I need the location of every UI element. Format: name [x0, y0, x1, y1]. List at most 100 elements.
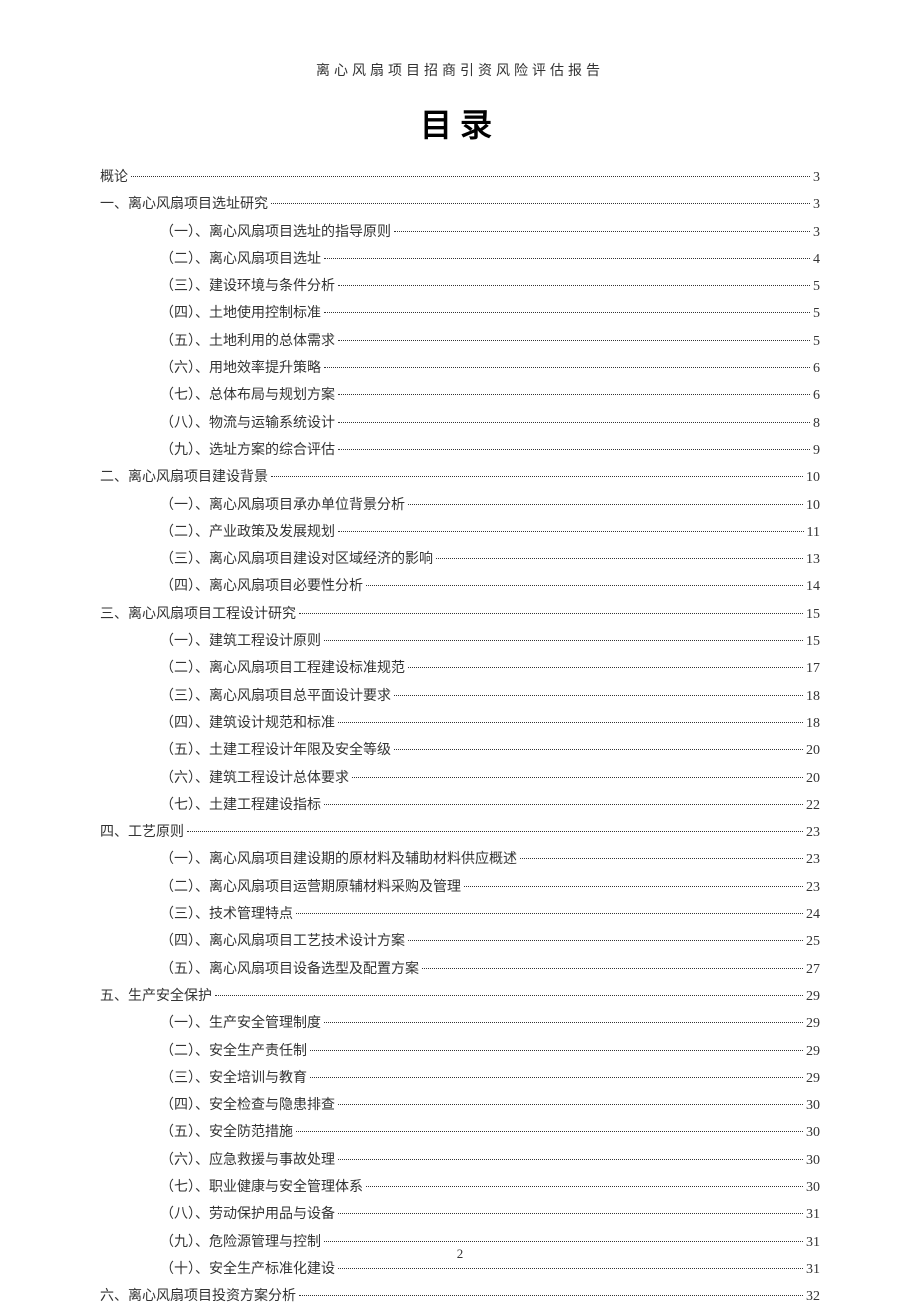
toc-entry-page: 31 — [806, 1201, 820, 1228]
toc-entry: （七）、总体布局与规划方案 6 — [100, 382, 820, 409]
toc-leader-dots — [338, 1213, 803, 1214]
toc-entry-text: （八）、劳动保护用品与设备 — [160, 1201, 335, 1228]
toc-entry-text: （二）、安全生产责任制 — [160, 1038, 307, 1065]
toc-entry: （六）、建筑工程设计总体要求20 — [100, 765, 820, 792]
toc-leader-dots — [296, 1131, 803, 1132]
toc-entry-text: 五、生产安全保护 — [100, 983, 212, 1010]
toc-entry-text: （四）、离心风扇项目必要性分析 — [160, 573, 363, 600]
toc-leader-dots — [338, 285, 810, 286]
toc-entry-text: （三）、离心风扇项目建设对区域经济的影响 — [160, 546, 433, 573]
toc-entry: 五、生产安全保护 29 — [100, 983, 820, 1010]
toc-entry-text: （二）、产业政策及发展规划 — [160, 519, 335, 546]
toc-entry: （八）、劳动保护用品与设备 31 — [100, 1201, 820, 1228]
toc-entry-page: 32 — [806, 1283, 820, 1310]
toc-leader-dots — [310, 1077, 803, 1078]
toc-entry-text: 四、工艺原则 — [100, 819, 184, 846]
toc-entry: （一）、离心风扇项目承办单位背景分析10 — [100, 492, 820, 519]
toc-entry-page: 3 — [813, 164, 820, 191]
toc-entry-text: 一、离心风扇项目选址研究 — [100, 191, 268, 218]
toc-entry-page: 5 — [813, 273, 820, 300]
toc-entry-page: 29 — [806, 1038, 820, 1065]
toc-entry-page: 10 — [806, 464, 820, 491]
toc-entry-page: 23 — [806, 819, 820, 846]
toc-entry-text: （五）、安全防范措施 — [160, 1119, 293, 1146]
toc-container: 概论3一、离心风扇项目选址研究3（一）、离心风扇项目选址的指导原则3（二）、离心… — [100, 164, 820, 1310]
toc-entry-page: 9 — [813, 437, 820, 464]
toc-leader-dots — [422, 968, 803, 969]
toc-leader-dots — [366, 1186, 803, 1187]
toc-entry: （四）、安全检查与隐患排查30 — [100, 1092, 820, 1119]
toc-entry: （五）、离心风扇项目设备选型及配置方案27 — [100, 956, 820, 983]
toc-entry-page: 3 — [813, 219, 820, 246]
toc-entry-text: （六）、用地效率提升策略 — [160, 355, 321, 382]
toc-entry: （二）、离心风扇项目运营期原辅材料采购及管理23 — [100, 874, 820, 901]
toc-entry-page: 20 — [806, 737, 820, 764]
toc-entry-text: （一）、建筑工程设计原则 — [160, 628, 321, 655]
toc-entry-page: 5 — [813, 300, 820, 327]
toc-entry-text: （三）、技术管理特点 — [160, 901, 293, 928]
toc-leader-dots — [299, 613, 803, 614]
toc-leader-dots — [394, 231, 810, 232]
toc-entry-page: 11 — [807, 519, 820, 546]
toc-entry: （一）、离心风扇项目选址的指导原则3 — [100, 219, 820, 246]
toc-entry-page: 8 — [813, 410, 820, 437]
toc-entry-page: 10 — [806, 492, 820, 519]
toc-entry-text: （一）、生产安全管理制度 — [160, 1010, 321, 1037]
toc-entry: （五）、土地利用的总体需求5 — [100, 328, 820, 355]
toc-leader-dots — [338, 340, 810, 341]
toc-leader-dots — [394, 695, 803, 696]
toc-entry: （二）、安全生产责任制 29 — [100, 1038, 820, 1065]
toc-entry: （六）、用地效率提升策略 6 — [100, 355, 820, 382]
toc-entry: （三）、离心风扇项目建设对区域经济的影响13 — [100, 546, 820, 573]
toc-entry-page: 6 — [813, 382, 820, 409]
toc-entry-text: （九）、选址方案的综合评估 — [160, 437, 335, 464]
toc-entry: 三、离心风扇项目工程设计研究15 — [100, 601, 820, 628]
toc-leader-dots — [324, 367, 810, 368]
toc-entry: （四）、离心风扇项目必要性分析 14 — [100, 573, 820, 600]
toc-entry-page: 17 — [806, 655, 820, 682]
toc-entry: （三）、安全培训与教育29 — [100, 1065, 820, 1092]
toc-leader-dots — [324, 312, 810, 313]
toc-leader-dots — [352, 777, 803, 778]
toc-leader-dots — [520, 858, 803, 859]
toc-entry-text: （二）、离心风扇项目工程建设标准规范 — [160, 655, 405, 682]
toc-entry-text: （一）、离心风扇项目建设期的原材料及辅助材料供应概述 — [160, 846, 517, 873]
toc-leader-dots — [131, 176, 810, 177]
toc-entry-page: 15 — [806, 628, 820, 655]
toc-entry-page: 29 — [806, 983, 820, 1010]
toc-entry: （四）、离心风扇项目工艺技术设计方案 25 — [100, 928, 820, 955]
toc-entry: （四）、建筑设计规范和标准18 — [100, 710, 820, 737]
toc-leader-dots — [338, 531, 804, 532]
toc-leader-dots — [338, 1104, 803, 1105]
toc-entry: （三）、建设环境与条件分析5 — [100, 273, 820, 300]
toc-entry: （四）、土地使用控制标准5 — [100, 300, 820, 327]
toc-entry: （五）、安全防范措施30 — [100, 1119, 820, 1146]
toc-entry-text: 六、离心风扇项目投资方案分析 — [100, 1283, 296, 1310]
toc-entry-page: 6 — [813, 355, 820, 382]
toc-entry: 六、离心风扇项目投资方案分析 32 — [100, 1283, 820, 1310]
toc-leader-dots — [296, 913, 803, 914]
toc-entry-page: 30 — [806, 1092, 820, 1119]
toc-entry-page: 25 — [806, 928, 820, 955]
toc-entry: （七）、土建工程建设指标22 — [100, 792, 820, 819]
toc-entry: （一）、建筑工程设计原则 15 — [100, 628, 820, 655]
toc-leader-dots — [310, 1050, 803, 1051]
toc-entry-text: （七）、总体布局与规划方案 — [160, 382, 335, 409]
toc-entry-page: 3 — [813, 191, 820, 218]
toc-entry-text: （二）、离心风扇项目选址 — [160, 246, 321, 273]
toc-leader-dots — [271, 476, 803, 477]
toc-entry-page: 30 — [806, 1147, 820, 1174]
toc-leader-dots — [338, 1159, 803, 1160]
toc-entry: 二、离心风扇项目建设背景10 — [100, 464, 820, 491]
toc-leader-dots — [324, 258, 810, 259]
toc-entry-page: 14 — [806, 573, 820, 600]
toc-entry: （五）、土建工程设计年限及安全等级20 — [100, 737, 820, 764]
toc-entry-text: （二）、离心风扇项目运营期原辅材料采购及管理 — [160, 874, 461, 901]
toc-leader-dots — [408, 504, 803, 505]
toc-entry-text: （四）、离心风扇项目工艺技术设计方案 — [160, 928, 405, 955]
toc-entry-text: （五）、土地利用的总体需求 — [160, 328, 335, 355]
toc-entry-page: 18 — [806, 710, 820, 737]
toc-entry-page: 30 — [806, 1174, 820, 1201]
toc-entry-page: 4 — [813, 246, 820, 273]
toc-leader-dots — [271, 203, 810, 204]
